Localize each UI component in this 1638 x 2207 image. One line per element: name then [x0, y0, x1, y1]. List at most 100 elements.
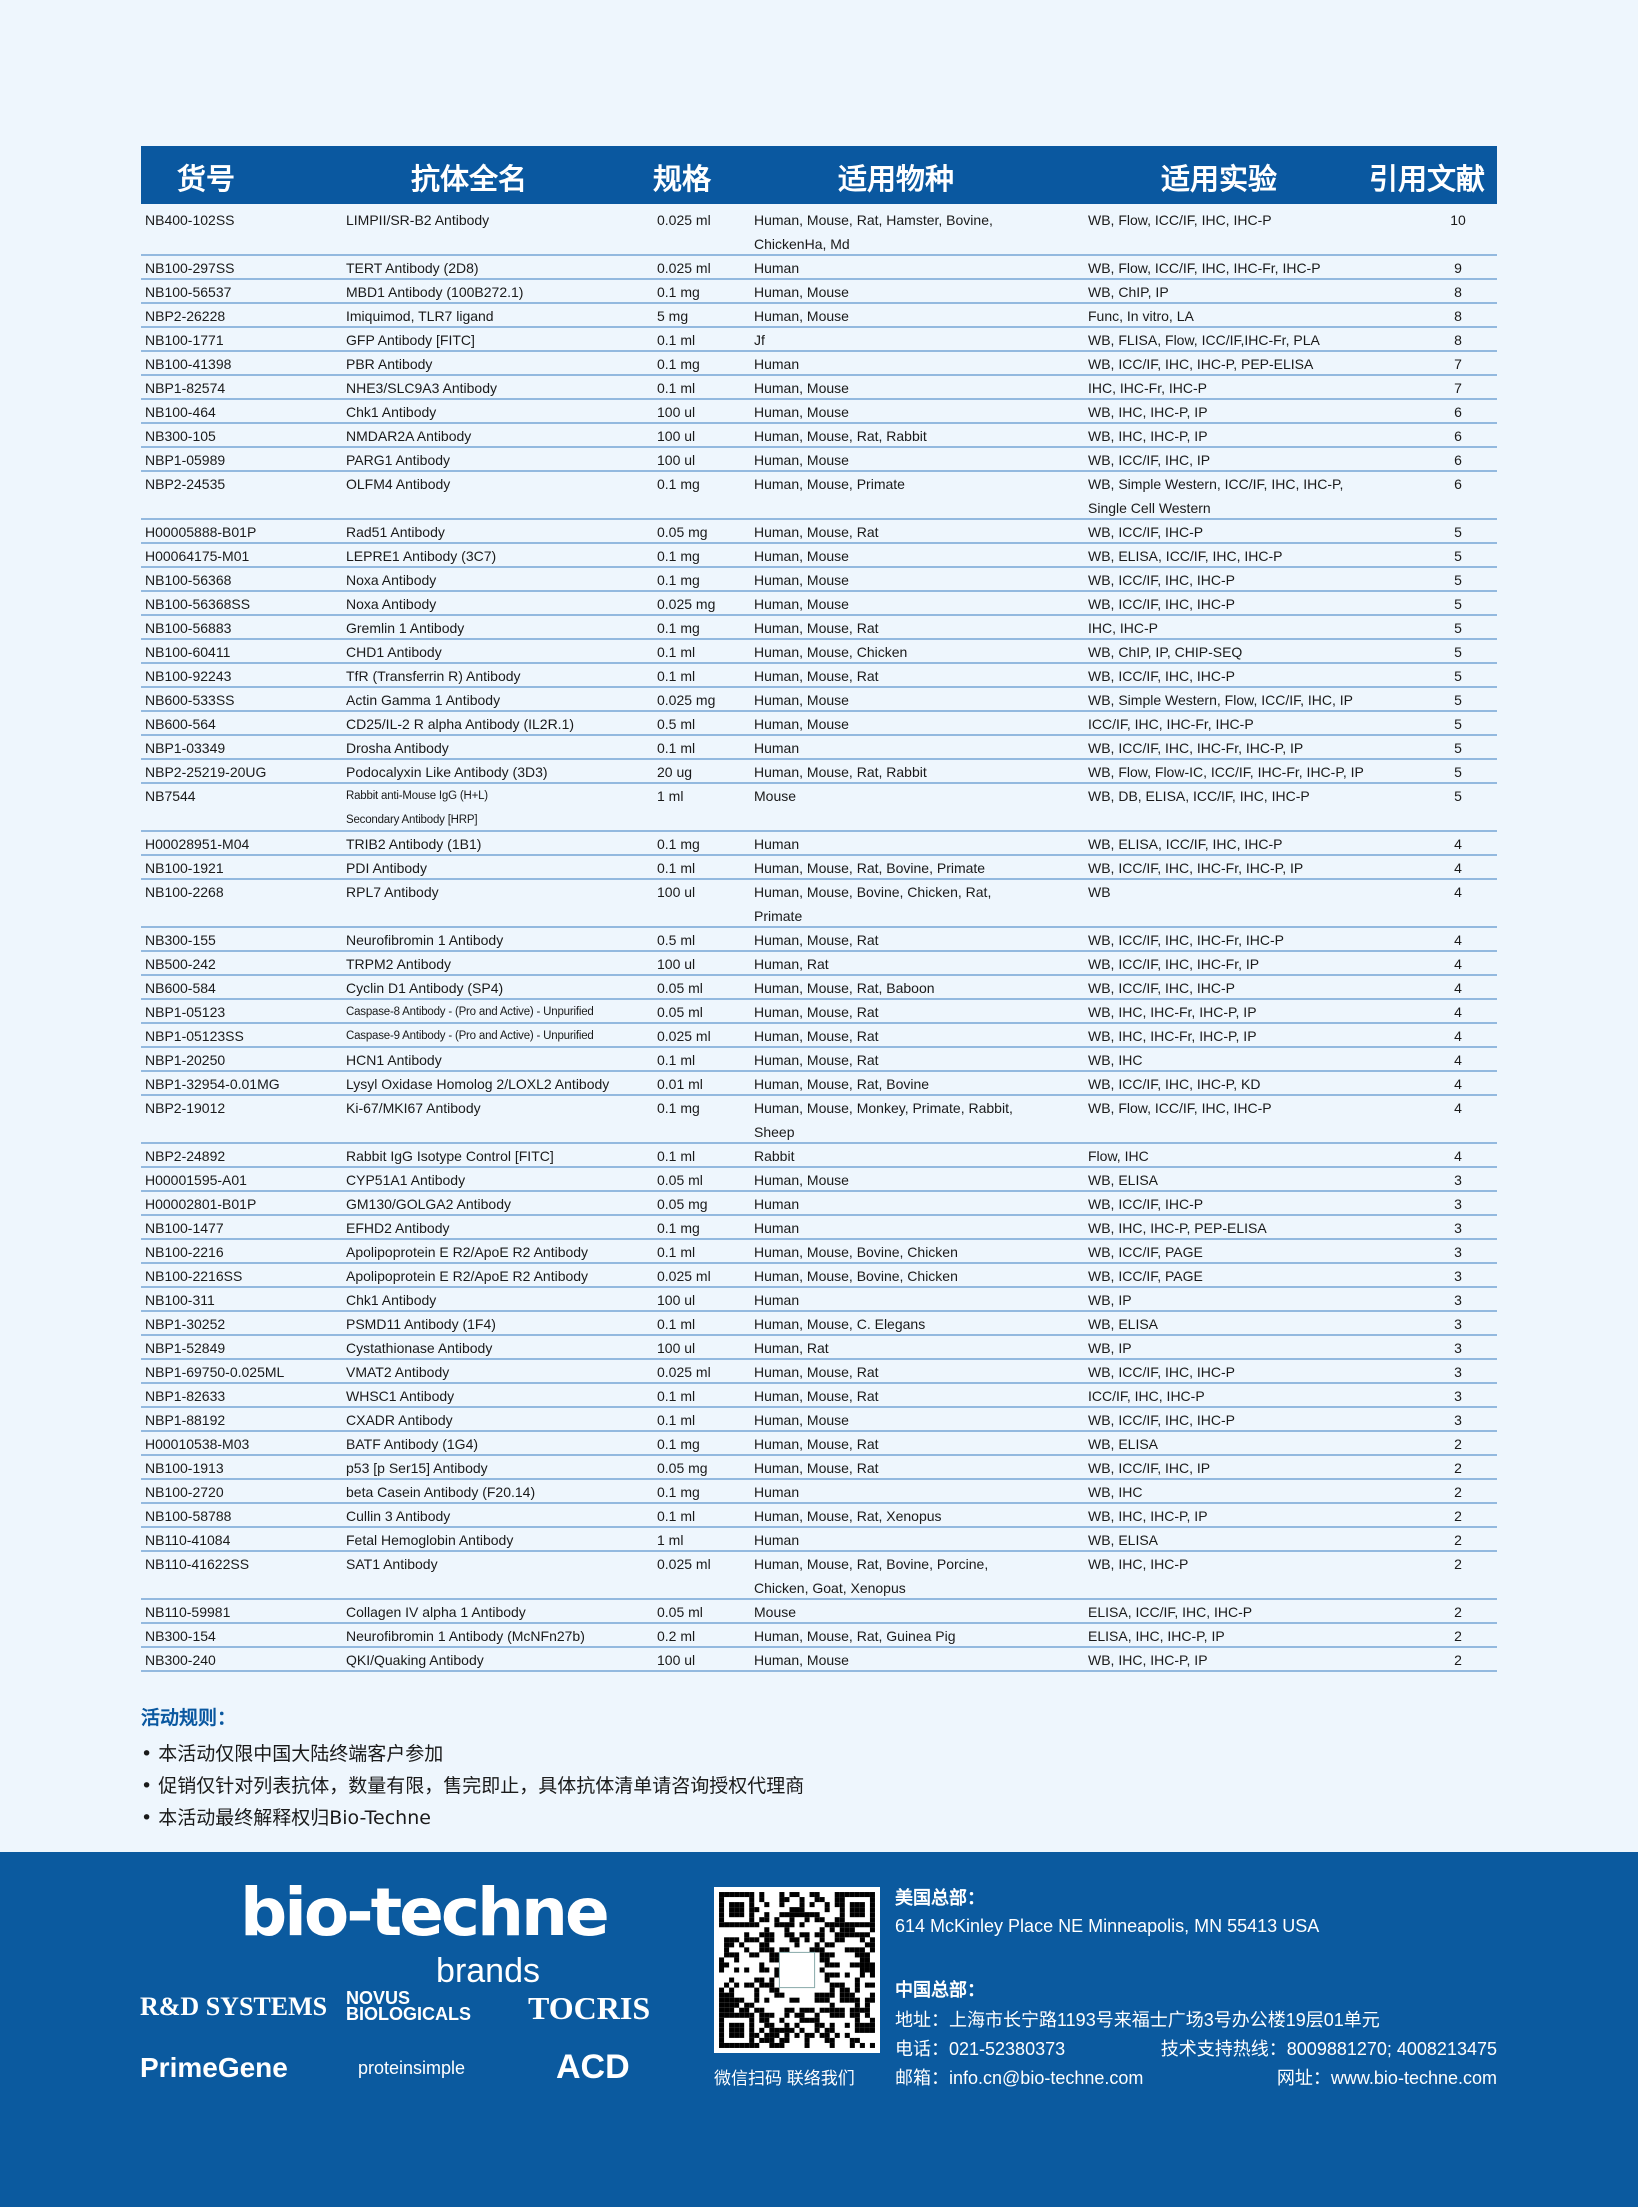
cell-catalog-no: NB300-105 [145, 428, 216, 444]
cell-antibody-name: QKI/Quaking Antibody [346, 1652, 484, 1668]
cell-antibody-name: OLFM4 Antibody [346, 476, 451, 492]
cell-antibody-name: Cullin 3 Antibody [346, 1508, 451, 1524]
cell-catalog-no: NBP1-30252 [145, 1316, 226, 1332]
primegene-logo: PrimeGene [140, 2052, 288, 2083]
cell-applications: Func, In vitro, LA [1088, 308, 1194, 324]
cell-antibody-name: GFP Antibody [FITC] [346, 332, 475, 348]
table-row: NBP1-03349 Drosha Antibody 0.1 ml Human WB, … [141, 736, 1497, 760]
cell-applications: ELISA, IHC, IHC-P, IP [1088, 1628, 1225, 1644]
cell-applications: WB, ChIP, IP, CHIP-SEQ [1088, 644, 1243, 660]
cell-citations: 3 [1454, 1412, 1462, 1428]
cell-catalog-no: NB100-311 [145, 1292, 215, 1308]
cell-size: 0.1 mg [657, 620, 700, 636]
table-row: NB100-464 Chk1 Antibody 100 ul Human, Mouse… [141, 400, 1497, 424]
table-row: NBP2-26228 Imiquimod, TLR7 ligand 5 mg Huma… [141, 304, 1497, 328]
table-row: H00010538-M03 BATF Antibody (1G4) 0.1 mg Hu… [141, 1432, 1497, 1456]
cell-antibody-name: TfR (Transferrin R) Antibody [346, 668, 521, 684]
email-link[interactable]: 邮箱：info.cn@bio-techne.com [895, 2068, 1144, 2088]
footer: bio-techne brands R&D SYSTEMS NOVUS BIOL… [0, 1852, 1638, 2207]
cell-size: 0.025 ml [657, 1364, 711, 1380]
cell-citations: 5 [1454, 740, 1462, 756]
support-hotline: 技术支持热线：8009881270; 4008213475 [1160, 2039, 1497, 2059]
cell-antibody-name: WHSC1 Antibody [346, 1388, 455, 1404]
cell-size: 0.01 ml [657, 1076, 703, 1092]
cell-citations: 5 [1454, 644, 1462, 660]
cell-applications: WB, IHC, IHC-P, IP [1088, 1652, 1208, 1668]
cell-species: Human [754, 260, 800, 276]
qr-caption: 微信扫码 联络我们 [714, 2069, 855, 2088]
table-row: NB400-102SS LIMPII/SR-B2 Antibody 0.025 ml… [141, 204, 1497, 256]
cell-antibody-name: Drosha Antibody [346, 740, 449, 756]
cell-species: Human, Mouse, Rat, Xenopus [754, 1508, 942, 1524]
table-row: NB7544 Rabbit anti-Mouse IgG (H+L) Second… [141, 784, 1497, 832]
cell-citations: 3 [1454, 1316, 1462, 1332]
cell-applications: WB, ICC/IF, IHC-P [1088, 1196, 1204, 1212]
table-row: NB100-311 Chk1 Antibody 100 ul Human WB, IP 3 [141, 1288, 1497, 1312]
cell-catalog-no: NB100-1771 [145, 332, 224, 348]
website-link[interactable]: 网址：www.bio-techne.com [1276, 2068, 1497, 2088]
cell-applications: WB, ICC/IF, IHC, IHC-P [1088, 668, 1235, 684]
cell-applications: WB, ICC/IF, IHC, IHC-Fr, IP [1088, 956, 1260, 972]
cell-antibody-name: Rabbit anti-Mouse IgG (H+L) Secondary An… [346, 790, 488, 826]
cell-species: Human, Mouse [754, 404, 849, 420]
cell-species: Mouse [754, 1604, 797, 1620]
cell-antibody-name: LEPRE1 Antibody (3C7) [346, 548, 497, 564]
cell-size: 0.1 mg [657, 284, 700, 300]
cell-citations: 3 [1454, 1364, 1462, 1380]
cell-citations: 5 [1454, 572, 1462, 588]
cell-citations: 2 [1454, 1436, 1462, 1452]
table-body: NB400-102SS LIMPII/SR-B2 Antibody 0.025 ml… [141, 204, 1497, 1672]
cell-size: 0.2 ml [657, 1628, 696, 1644]
cell-species: Human, Mouse [754, 596, 849, 612]
cell-antibody-name: Gremlin 1 Antibody [346, 620, 465, 636]
cell-size: 0.1 mg [657, 356, 700, 372]
cell-species: Human [754, 1196, 800, 1212]
cell-catalog-no: NBP1-69750-0.025ML [145, 1364, 285, 1380]
cell-size: 0.1 ml [657, 860, 696, 876]
cell-catalog-no: NBP1-05123 [145, 1004, 226, 1020]
table-row: NB300-240 QKI/Quaking Antibody 100 ul Human… [141, 1648, 1497, 1672]
table-row: NB100-1921 PDI Antibody 0.1 ml Human, Mouse… [141, 856, 1497, 880]
table-row: NBP1-52849 Cystathionase Antibody 100 ul Hu… [141, 1336, 1497, 1360]
cell-citations: 8 [1454, 308, 1462, 324]
cell-applications: WB, ICC/IF, PAGE [1088, 1244, 1203, 1260]
cell-catalog-no: NB600-564 [145, 716, 216, 732]
cell-applications: WB, Simple Western, ICC/IF, IHC, IHC-P, … [1088, 476, 1344, 516]
cell-catalog-no: NBP2-19012 [145, 1100, 226, 1116]
cell-antibody-name: beta Casein Antibody (F20.14) [346, 1484, 536, 1500]
cell-applications: WB, ICC/IF, IHC, IHC-P [1088, 596, 1235, 612]
proteinsimple-logo: proteinsimple [358, 2058, 466, 2078]
cell-applications: WB, ELISA, ICC/IF, IHC, IHC-P [1088, 836, 1283, 852]
cell-catalog-no: NB100-2216 [145, 1244, 224, 1260]
cell-size: 100 ul [657, 1652, 696, 1668]
cell-applications: WB, ICC/IF, PAGE [1088, 1268, 1203, 1284]
table-row: H00064175-M01 LEPRE1 Antibody (3C7) 0.1 mg… [141, 544, 1497, 568]
cell-citations: 2 [1454, 1604, 1462, 1620]
cell-citations: 6 [1454, 476, 1462, 492]
cell-species: Human, Mouse [754, 716, 849, 732]
cell-size: 5 mg [657, 308, 689, 324]
cell-citations: 10 [1450, 212, 1466, 228]
cell-size: 0.5 ml [657, 716, 696, 732]
cell-catalog-no: NB100-1913 [145, 1460, 224, 1476]
cell-species: Human, Mouse, Rat, Bovine, Primate [754, 860, 986, 876]
cell-antibody-name: LIMPII/SR-B2 Antibody [346, 212, 490, 228]
cell-species: Human, Mouse, Rat [754, 1436, 879, 1452]
table-row: NB100-1477 EFHD2 Antibody 0.1 mg Human WB, I… [141, 1216, 1497, 1240]
cell-citations: 3 [1454, 1244, 1462, 1260]
table-row: NB100-56368SS Noxa Antibody 0.025 mg Human,… [141, 592, 1497, 616]
cell-applications: WB, ELISA [1088, 1532, 1159, 1548]
cell-catalog-no: NBP2-24535 [145, 476, 226, 492]
cell-catalog-no: NB300-155 [145, 932, 216, 948]
cell-size: 100 ul [657, 956, 696, 972]
table-row: NB100-92243 TfR (Transferrin R) Antibody 0… [141, 664, 1497, 688]
cell-antibody-name: Actin Gamma 1 Antibody [346, 692, 501, 708]
table-row: NB110-59981 Collagen IV alpha 1 Antibody 0… [141, 1600, 1497, 1624]
cell-catalog-no: NB110-41084 [145, 1532, 231, 1548]
cell-size: 0.1 ml [657, 1508, 696, 1524]
cell-species: Human, Mouse, C. Elegans [754, 1316, 926, 1332]
cell-antibody-name: Fetal Hemoglobin Antibody [346, 1532, 514, 1548]
cell-citations: 2 [1454, 1652, 1462, 1668]
cell-catalog-no: NB100-56537 [145, 284, 232, 300]
cell-antibody-name: GM130/GOLGA2 Antibody [346, 1196, 511, 1212]
